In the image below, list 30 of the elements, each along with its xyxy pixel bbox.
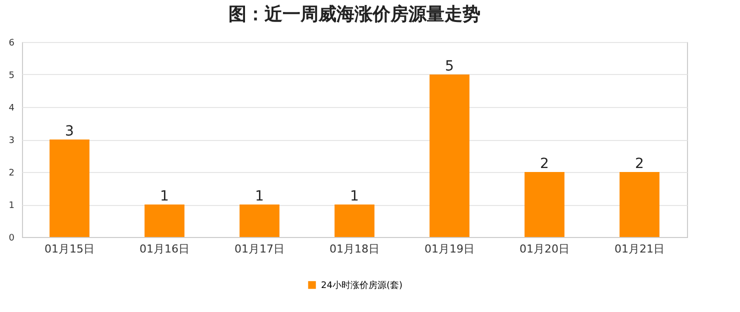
x-tick-label: 01月18日	[330, 242, 380, 256]
y-tick-label: 1	[8, 201, 14, 211]
data-label: 1	[255, 188, 264, 204]
y-tick-label: 5	[8, 71, 14, 81]
x-tick-label: 01月15日	[44, 242, 94, 256]
y-tick-label: 0	[8, 234, 15, 244]
bar	[524, 172, 564, 237]
y-tick-label: 3	[8, 136, 14, 146]
data-label: 2	[635, 156, 644, 172]
bar	[620, 172, 660, 237]
y-tick-label: 2	[8, 168, 14, 178]
data-label: 2	[540, 156, 549, 172]
y-tick-label: 4	[8, 104, 15, 114]
legend-label: 24小时涨价房源(套)	[321, 280, 402, 291]
x-tick-label: 01月16日	[140, 242, 190, 256]
data-label: 5	[445, 58, 454, 74]
x-tick-label: 01月20日	[520, 242, 570, 256]
bar	[240, 204, 280, 237]
bar	[334, 204, 374, 237]
x-tick-label: 01月19日	[424, 242, 474, 256]
x-tick-label: 01月21日	[614, 242, 664, 256]
bar	[50, 140, 90, 237]
data-label: 1	[350, 188, 359, 204]
data-label: 3	[65, 124, 74, 140]
bar	[144, 204, 184, 237]
bar	[430, 74, 470, 237]
data-label: 1	[160, 188, 169, 204]
x-tick-label: 01月17日	[234, 242, 284, 256]
chart-title: 图：近一周威海涨价房源量走势	[228, 4, 480, 25]
y-tick-label: 6	[8, 38, 15, 48]
